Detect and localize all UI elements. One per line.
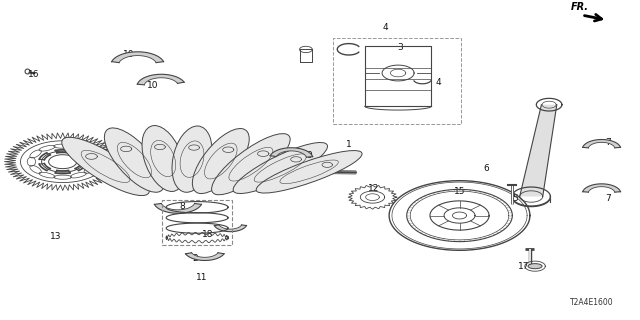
Text: 5: 5 xyxy=(512,194,518,203)
Ellipse shape xyxy=(256,150,362,193)
Polygon shape xyxy=(111,52,164,63)
Text: 9: 9 xyxy=(306,151,312,160)
Text: 1: 1 xyxy=(346,140,351,149)
Text: T2A4E1600: T2A4E1600 xyxy=(570,298,613,307)
Ellipse shape xyxy=(212,134,290,195)
Text: 7: 7 xyxy=(605,138,611,147)
Ellipse shape xyxy=(193,129,249,194)
Text: 12: 12 xyxy=(368,184,380,193)
Text: 10: 10 xyxy=(123,50,134,59)
Polygon shape xyxy=(154,204,202,213)
Text: 16: 16 xyxy=(28,70,39,79)
Ellipse shape xyxy=(62,137,149,196)
Text: 3: 3 xyxy=(397,43,403,52)
Text: 2: 2 xyxy=(193,254,198,263)
Text: 4: 4 xyxy=(383,23,388,32)
Text: 7: 7 xyxy=(605,194,611,203)
Ellipse shape xyxy=(528,264,542,269)
Polygon shape xyxy=(186,253,224,260)
Text: FR.: FR. xyxy=(571,2,589,12)
Text: 6: 6 xyxy=(484,164,490,172)
Text: 13: 13 xyxy=(50,232,61,241)
Text: 15: 15 xyxy=(454,187,466,196)
Text: 11: 11 xyxy=(196,273,207,282)
Text: 4: 4 xyxy=(435,78,441,87)
Ellipse shape xyxy=(104,128,164,192)
Polygon shape xyxy=(270,148,312,157)
Polygon shape xyxy=(582,184,621,192)
Text: 10: 10 xyxy=(147,81,159,90)
Text: 18: 18 xyxy=(202,230,214,239)
Polygon shape xyxy=(214,225,246,232)
Polygon shape xyxy=(582,140,621,148)
Ellipse shape xyxy=(172,126,212,192)
Text: 17: 17 xyxy=(518,262,530,271)
Ellipse shape xyxy=(142,125,184,191)
Text: 8: 8 xyxy=(179,202,185,211)
Polygon shape xyxy=(138,74,184,85)
Polygon shape xyxy=(520,105,557,196)
Ellipse shape xyxy=(233,142,328,194)
